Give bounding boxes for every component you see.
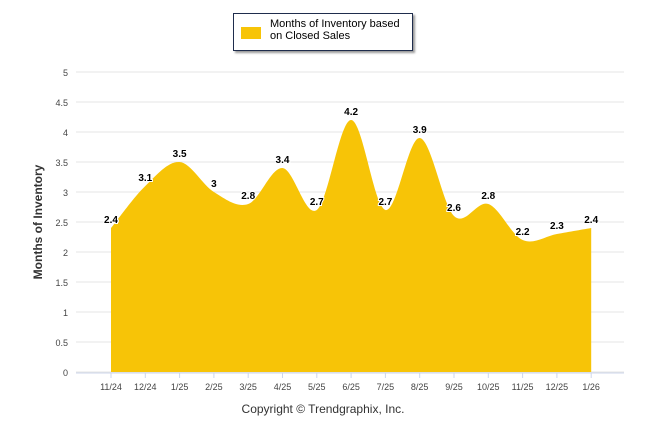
x-tick-label: 12/24	[134, 382, 157, 392]
data-label: 2.7	[310, 197, 324, 208]
y-tick-label: 3.5	[55, 158, 68, 168]
data-label: 2.3	[550, 221, 564, 232]
x-tick-label: 6/25	[342, 382, 360, 392]
data-label: 2.6	[447, 203, 461, 214]
y-tick-label: 4	[63, 128, 68, 138]
x-tick-label: 12/25	[546, 382, 569, 392]
x-tick-label: 2/25	[205, 382, 223, 392]
copyright: Copyright © Trendgraphix, Inc.	[241, 402, 405, 416]
data-label: 2.2	[516, 227, 530, 238]
x-tick-label: 1/25	[171, 382, 189, 392]
y-axis-title: Months of Inventory	[31, 164, 45, 279]
x-tick-label: 3/25	[239, 382, 257, 392]
x-tick-label: 11/24	[100, 382, 122, 392]
data-label: 3.5	[173, 149, 187, 160]
data-label: 3	[211, 179, 217, 190]
data-label: 3.1	[138, 173, 152, 184]
data-label: 4.2	[344, 107, 358, 118]
legend-label: Months of Inventory based on Closed Sale…	[270, 18, 400, 42]
y-tick-label: 4.5	[55, 98, 68, 108]
data-label: 2.4	[584, 215, 598, 226]
x-tick-label: 1/26	[582, 382, 600, 392]
x-tick-label: 9/25	[445, 382, 463, 392]
x-tick-label: 8/25	[411, 382, 429, 392]
y-tick-label: 2	[63, 248, 68, 258]
x-tick-label: 11/25	[512, 382, 534, 392]
y-tick-label: 2.5	[55, 218, 68, 228]
data-label: 2.4	[104, 215, 118, 226]
x-tick-label: 7/25	[377, 382, 395, 392]
legend[interactable]: Months of Inventory based on Closed Sale…	[233, 13, 413, 51]
y-tick-label: 5	[63, 68, 68, 78]
data-label: 2.7	[378, 197, 392, 208]
x-tick-label: 5/25	[308, 382, 326, 392]
data-label: 2.8	[241, 191, 255, 202]
x-tick-label: 10/25	[477, 382, 500, 392]
y-tick-label: 3	[63, 188, 68, 198]
data-label: 3.4	[276, 155, 290, 166]
y-tick-label: 1.5	[55, 278, 68, 288]
legend-swatch	[241, 27, 261, 39]
data-label: 3.9	[413, 125, 427, 136]
data-label: 2.8	[481, 191, 495, 202]
area-series	[111, 120, 592, 372]
y-tick-label: 0.5	[55, 338, 68, 348]
y-tick-label: 0	[63, 368, 68, 378]
y-tick-label: 1	[63, 308, 68, 318]
x-tick-label: 4/25	[274, 382, 292, 392]
